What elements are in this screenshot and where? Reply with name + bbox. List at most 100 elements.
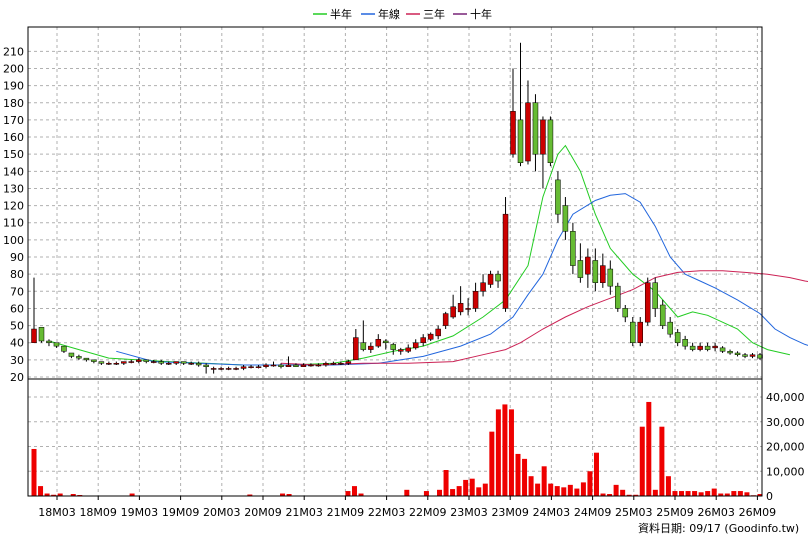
price-tick-label: 110 [3, 217, 24, 230]
candle-body [397, 349, 404, 352]
volume-bar [345, 491, 351, 496]
candle-body [285, 364, 292, 367]
date-axis: 18M03 18M09 19M03 19M09 20M03 20M09 21M03 21M09… [38, 496, 776, 519]
candle [293, 363, 299, 367]
volume-bar [613, 484, 619, 496]
candle [517, 42, 524, 167]
volume-bar [600, 493, 606, 496]
candle-body [704, 345, 711, 350]
candle-body [742, 354, 748, 357]
candle [435, 325, 441, 340]
price-candles [31, 42, 763, 374]
candle-body [293, 364, 299, 367]
volume-bar [626, 494, 632, 496]
candle-body [667, 321, 673, 335]
candle-body [585, 256, 591, 275]
volume-bar [423, 491, 429, 496]
candle [375, 334, 382, 348]
price-tick-label: 100 [3, 234, 24, 247]
candle-body [749, 354, 756, 357]
volume-bar [567, 484, 573, 496]
volume-tick-label: 40,000 [766, 391, 805, 404]
candle [128, 359, 135, 364]
candle-body [562, 205, 569, 232]
price-tick-label: 90 [10, 251, 24, 264]
candle [225, 366, 232, 371]
candle [210, 366, 217, 374]
candle [360, 320, 367, 352]
price-tick-label: 60 [10, 302, 24, 315]
candle-body [510, 111, 516, 155]
candle-body [630, 321, 636, 343]
volume-bar [711, 488, 717, 496]
candle-body [31, 328, 37, 343]
price-tick-label: 120 [3, 200, 24, 213]
candle-body [412, 342, 419, 349]
candle-body [188, 363, 194, 365]
price-tick-label: 150 [3, 148, 24, 161]
candle [450, 294, 456, 319]
candle-body [53, 342, 60, 347]
date-tick-label: 24M09 [574, 506, 612, 519]
candle-body [76, 356, 82, 359]
volume-bar [652, 489, 658, 496]
candle [682, 335, 688, 350]
volume-bar [737, 491, 743, 496]
volume-bar [633, 494, 639, 496]
candle [38, 327, 45, 343]
candle-body [218, 368, 224, 370]
volume-bar [70, 494, 76, 496]
price-tick-label: 50 [10, 320, 24, 333]
volume-bar [502, 404, 508, 496]
candle-body [495, 273, 501, 282]
candle-body [248, 366, 254, 368]
volume-bar [247, 494, 253, 496]
legend-item-three-year: 三年 [406, 7, 445, 21]
candle [420, 334, 426, 347]
plot-frame [27, 26, 763, 497]
volume-bar [443, 470, 449, 496]
candle [300, 363, 307, 367]
candle-body [427, 333, 434, 340]
candle-body [255, 366, 262, 368]
candle-body [435, 328, 441, 337]
candle-body [308, 364, 314, 367]
volume-bar [757, 494, 763, 496]
candle [555, 171, 561, 223]
candle-body [615, 285, 621, 309]
candle [525, 80, 531, 165]
date-tick-label: 21M03 [285, 506, 323, 519]
ma-line-2 [280, 270, 808, 366]
candle [113, 361, 120, 366]
candle-body [734, 352, 741, 355]
volume-bar [129, 493, 135, 496]
candle [704, 342, 711, 352]
candle [615, 282, 621, 312]
volume-bar [692, 491, 698, 496]
volume-bar [679, 491, 685, 496]
volume-bar [535, 483, 541, 496]
volume-bar [437, 489, 443, 496]
legend-item-ten-year: 十年 [453, 7, 492, 21]
candle [390, 342, 397, 355]
candle-body [712, 345, 718, 349]
volume-bar [38, 486, 44, 496]
candle-body [502, 213, 509, 309]
candle-body [383, 340, 389, 343]
candle-body [450, 306, 456, 318]
candle [607, 260, 614, 295]
candle-body [68, 352, 75, 357]
candle [330, 361, 337, 366]
price-tick-label: 80 [10, 268, 24, 281]
candle-body [225, 368, 232, 370]
candle [180, 361, 187, 366]
candle [270, 361, 277, 367]
candle-body [682, 339, 688, 347]
candle [31, 277, 37, 343]
volume-tick-label: 20,000 [766, 441, 805, 454]
candle [255, 365, 262, 369]
candle-body [405, 347, 411, 352]
candle [637, 317, 643, 347]
candle-body [46, 340, 52, 343]
candle-body [106, 363, 112, 365]
